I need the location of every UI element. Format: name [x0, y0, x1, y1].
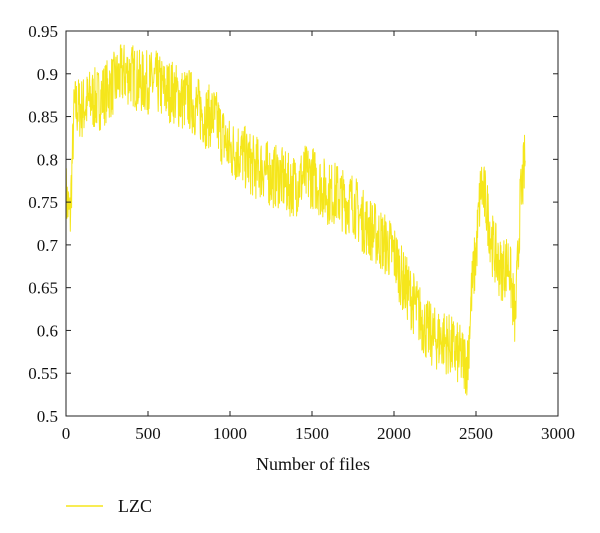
legend-label-lzc: LZC	[118, 496, 152, 516]
x-tick-label-4: 2000	[377, 424, 411, 443]
x-tick-label-2: 1000	[213, 424, 247, 443]
y-tick-label-4: 0.7	[37, 236, 59, 255]
x-tick-label-5: 2500	[459, 424, 493, 443]
x-tick-label-3: 1500	[295, 424, 329, 443]
y-tick-label-5: 0.75	[28, 193, 58, 212]
y-tick-label-7: 0.85	[28, 108, 58, 127]
axis-ticks	[65, 30, 559, 417]
y-tick-label-2: 0.6	[37, 321, 58, 340]
y-tick-label-0: 0.5	[37, 407, 58, 426]
x-axis-label: Number of files	[256, 454, 370, 474]
y-tick-label-6: 0.8	[37, 150, 58, 169]
x-tick-label-0: 0	[62, 424, 71, 443]
y-tick-label-9: 0.95	[28, 22, 58, 41]
plot-area	[65, 30, 559, 417]
plot-frame	[65, 30, 559, 417]
y-tick-label-3: 0.65	[28, 279, 58, 298]
x-tick-label-1: 500	[135, 424, 161, 443]
series-line-lzc	[65, 44, 526, 396]
x-tick-label-6: 3000	[541, 424, 575, 443]
tick-labels: 0 500 1000 1500 2000 2500 3000 0.5 0.55 0.6 0.65 0.…	[28, 22, 575, 443]
legend: LZC	[66, 496, 152, 516]
y-tick-label-8: 0.9	[37, 65, 58, 84]
y-tick-label-1: 0.55	[28, 364, 58, 383]
